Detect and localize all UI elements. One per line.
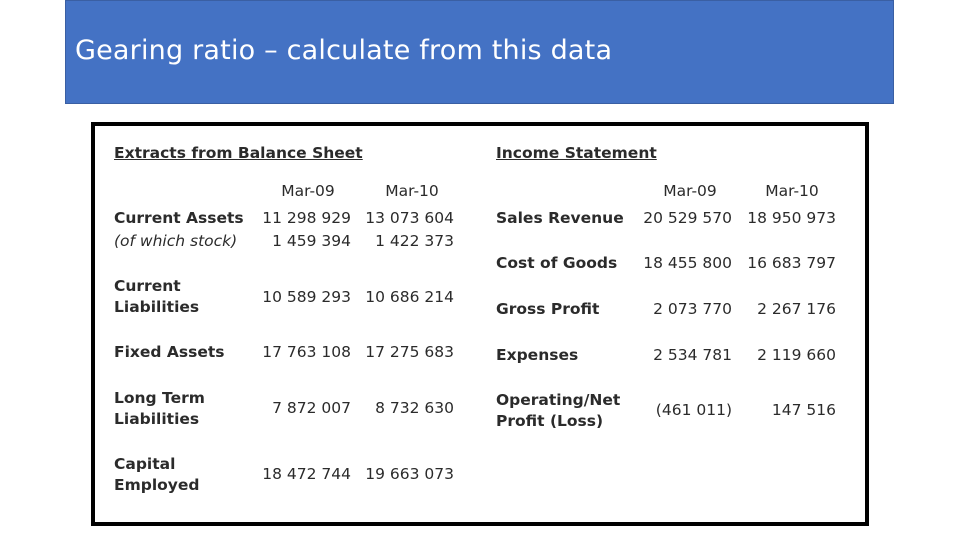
is-row-label: Sales Revenue: [496, 209, 624, 227]
bs-cell: 13 073 604: [365, 209, 454, 227]
bs-cell: 19 663 073: [365, 465, 454, 483]
is-cell: 18 455 800: [643, 254, 732, 272]
bs-year-header: Mar-10: [385, 182, 439, 200]
is-cell: 2 267 176: [757, 300, 836, 318]
is-cell: 16 683 797: [747, 254, 836, 272]
is-cell: (461 011): [655, 401, 732, 419]
bs-cell: 11 298 929: [262, 209, 351, 227]
bs-year-header: Mar-09: [281, 182, 335, 200]
is-row-label: Cost of Goods: [496, 254, 618, 272]
is-cell: 20 529 570: [643, 209, 732, 227]
bs-row-label: Fixed Assets: [114, 343, 225, 361]
bs-row-label: Long Term: [114, 389, 205, 407]
bs-cell: 17 763 108: [262, 343, 351, 361]
is-cell: 18 950 973: [747, 209, 836, 227]
bs-cell: 1 422 373: [375, 232, 454, 250]
is-cell: 2 534 781: [653, 346, 732, 364]
is-row-label: Profit (Loss): [496, 412, 604, 430]
bs-cell: 10 686 214: [365, 288, 454, 306]
bs-cell: 10 589 293: [262, 288, 351, 306]
data-table: [91, 122, 869, 526]
is-cell: 2 073 770: [653, 300, 732, 318]
bs-row-label: Liabilities: [114, 410, 200, 428]
bs-cell: 1 459 394: [272, 232, 351, 250]
bs-cell: 18 472 744: [262, 465, 351, 483]
is-cell: 2 119 660: [757, 346, 836, 364]
bs-row-label: (of which stock): [114, 232, 238, 250]
is-row-label: Expenses: [496, 346, 579, 364]
bs-cell: 17 275 683: [365, 343, 454, 361]
income-statement-heading: Income Statement: [496, 144, 657, 162]
bs-cell: 7 872 007: [272, 399, 351, 417]
bs-row-label: Current: [114, 277, 181, 295]
slide-title: Gearing ratio – calculate from this data: [75, 35, 613, 66]
bs-row-label: Liabilities: [114, 298, 200, 316]
is-row-label: Operating/Net: [496, 391, 621, 409]
is-year-header: Mar-09: [663, 182, 717, 200]
bs-cell: 8 732 630: [375, 399, 454, 417]
bs-row-label: Capital: [114, 455, 176, 473]
is-cell: 147 516: [771, 401, 836, 419]
title-bar: Gearing ratio – calculate from this data: [65, 0, 894, 104]
balance-sheet-heading: Extracts from Balance Sheet: [114, 144, 363, 162]
bs-row-label: Employed: [114, 476, 200, 494]
is-year-header: Mar-10: [765, 182, 819, 200]
bs-row-label: Current Assets: [114, 209, 244, 227]
is-row-label: Gross Profit: [496, 300, 600, 318]
